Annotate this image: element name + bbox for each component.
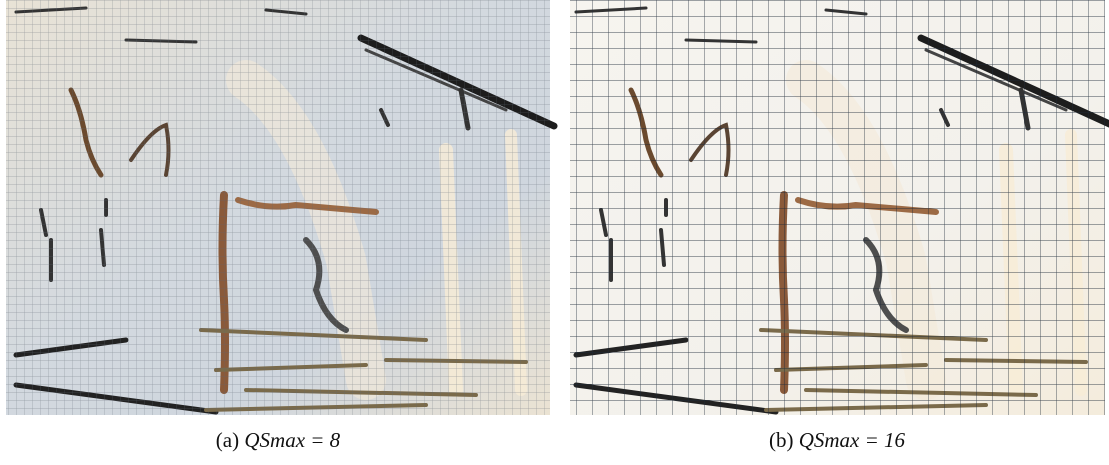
- caption: (a) QSmax = 8: [216, 428, 341, 452]
- panel-a-image: [6, 0, 554, 415]
- panel-b-image: [570, 0, 1109, 415]
- caption: (b) QSmax = 16: [769, 428, 906, 452]
- panel-label: (a): [216, 428, 239, 452]
- panel-caption: QSmax = 16: [799, 428, 906, 452]
- panel-caption: QSmax = 8: [244, 428, 340, 452]
- block-grid: [570, 0, 1105, 415]
- panel-label: (b): [769, 428, 794, 452]
- block-grid: [6, 0, 550, 415]
